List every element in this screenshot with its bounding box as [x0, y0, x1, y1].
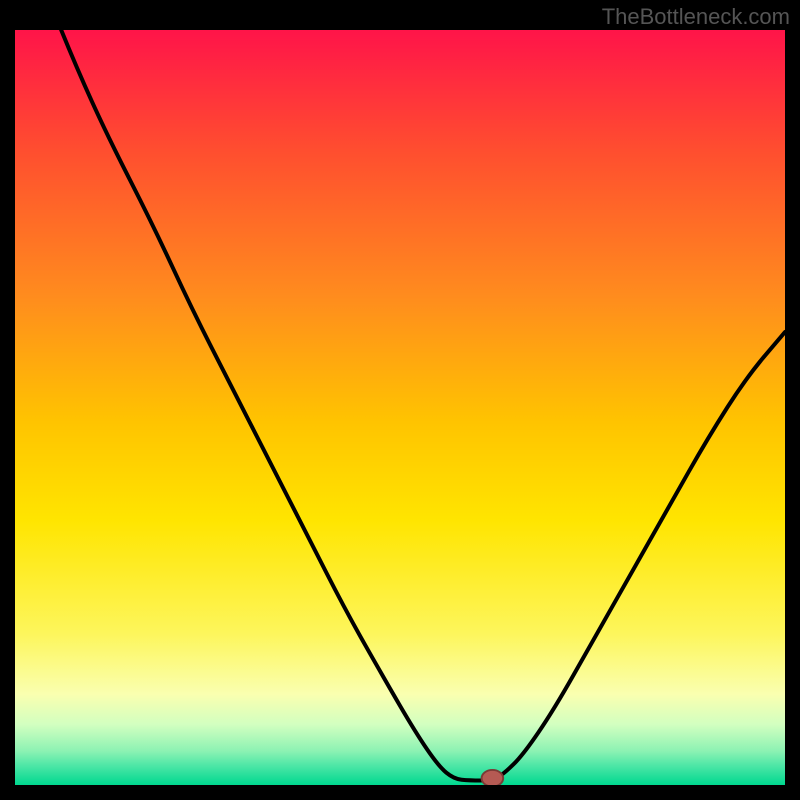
marker-dot — [482, 770, 504, 785]
watermark-text: TheBottleneck.com — [602, 4, 790, 30]
bottleneck-chart — [15, 30, 785, 785]
chart-svg — [15, 30, 785, 785]
chart-background — [15, 30, 785, 785]
